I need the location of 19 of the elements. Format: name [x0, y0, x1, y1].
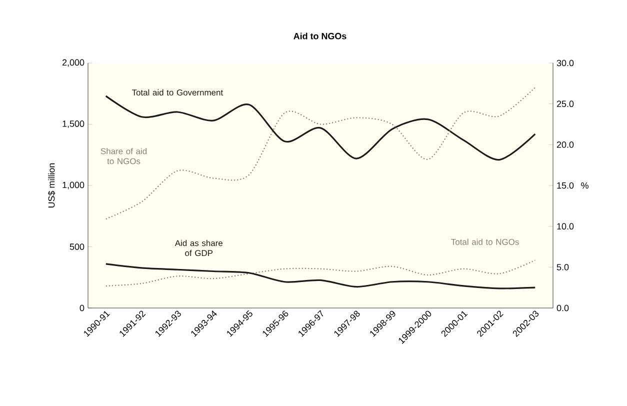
series-label: Aid as share of GDP [174, 240, 222, 256]
y-tick-label: 1,000 [62, 182, 84, 190]
text: Total aid to NGOs [451, 238, 519, 245]
y-tick-label: 2,000 [62, 59, 84, 67]
y2-tick-label: 20.0 [556, 141, 574, 148]
y2-tick-label: 15.0 [557, 182, 574, 189]
text: Share of aid to NGOs [100, 148, 147, 164]
y2-tick-label: 10.0 [557, 223, 574, 230]
chart-title: Aid to NGOs [294, 32, 346, 40]
y2-tick-label: 25.0 [556, 100, 574, 108]
y2-axis-title: % [581, 182, 588, 189]
series-label: Total aid to Government [132, 89, 224, 96]
y2-tick-label: 5.0 [556, 264, 569, 270]
y-axis-title: US$ million [48, 163, 56, 208]
y2-tick-label: 30.0 [556, 60, 574, 66]
y-tick-label: 1,500 [62, 120, 84, 128]
y-tick-label: 500 [70, 244, 84, 250]
y-tick-label: 0 [80, 304, 84, 312]
y2-tick-label: 0.0 [556, 304, 569, 312]
